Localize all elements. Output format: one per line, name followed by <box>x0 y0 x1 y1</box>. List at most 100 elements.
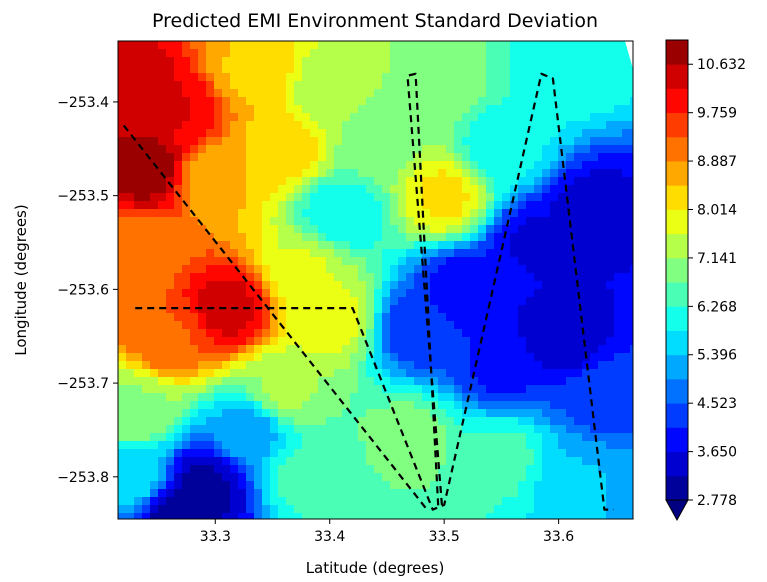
heatmap-cell <box>190 369 199 378</box>
heatmap-cell <box>502 241 511 250</box>
heatmap-cell <box>502 209 511 218</box>
heatmap-cell <box>382 153 391 162</box>
heatmap-cell <box>150 177 159 186</box>
heatmap-cell <box>166 209 175 218</box>
heatmap-cell <box>302 473 311 482</box>
heatmap-cell <box>358 313 367 322</box>
heatmap-cell <box>238 441 247 450</box>
heatmap-cell <box>118 409 127 418</box>
heatmap-cell <box>254 321 263 330</box>
heatmap-cell <box>350 513 359 519</box>
heatmap-cell <box>246 513 255 519</box>
heatmap-cell <box>198 89 207 98</box>
heatmap-cell <box>550 161 559 170</box>
heatmap-cell <box>510 465 519 474</box>
heatmap-cell <box>478 417 487 426</box>
heatmap-cell <box>390 153 399 162</box>
heatmap-cell <box>198 241 207 250</box>
heatmap-cell <box>630 65 633 74</box>
heatmap-cell <box>574 273 583 282</box>
heatmap-cell <box>126 401 135 410</box>
heatmap-cell <box>422 201 431 210</box>
heatmap-cell <box>558 217 567 226</box>
heatmap-cell <box>334 289 343 298</box>
heatmap-cell <box>294 193 303 202</box>
heatmap-cell <box>118 177 127 186</box>
heatmap-cell <box>590 225 599 234</box>
x-tick-label: 33.5 <box>429 529 460 545</box>
heatmap-cell <box>566 281 575 290</box>
heatmap-cell <box>254 169 263 178</box>
heatmap-cell <box>374 425 383 434</box>
heatmap-cell <box>574 465 583 474</box>
heatmap-cell <box>598 361 607 370</box>
heatmap-cell <box>158 281 167 290</box>
heatmap-cell <box>230 41 239 50</box>
heatmap-cell <box>350 329 359 338</box>
heatmap-cell <box>550 321 559 330</box>
heatmap-cell <box>438 393 447 402</box>
heatmap-cell <box>166 57 175 66</box>
heatmap-cell <box>398 465 407 474</box>
heatmap-cell <box>414 233 423 242</box>
heatmap-cell <box>390 185 399 194</box>
heatmap-cell <box>358 385 367 394</box>
heatmap-cell <box>334 145 343 154</box>
heatmap-cell <box>502 249 511 258</box>
heatmap-cell <box>390 177 399 186</box>
heatmap-cell <box>318 425 327 434</box>
heatmap-cell <box>134 329 143 338</box>
heatmap-cell <box>478 233 487 242</box>
heatmap-cell <box>598 305 607 314</box>
heatmap-cell <box>214 513 223 519</box>
heatmap-cell <box>158 65 167 74</box>
heatmap-cell <box>318 97 327 106</box>
heatmap-cell <box>550 497 559 506</box>
heatmap-cell <box>390 265 399 274</box>
heatmap-cell <box>510 353 519 362</box>
heatmap-cell <box>558 233 567 242</box>
heatmap-cell <box>438 177 447 186</box>
colorbar-tick-label: 8.014 <box>697 202 737 218</box>
heatmap-cell <box>622 289 631 298</box>
heatmap-cell <box>198 489 207 498</box>
heatmap-cell <box>406 153 415 162</box>
heatmap-cell <box>142 393 151 402</box>
heatmap-cell <box>254 209 263 218</box>
heatmap-cell <box>150 113 159 122</box>
heatmap-cell <box>406 345 415 354</box>
heatmap-cell <box>454 497 463 506</box>
heatmap-cell <box>270 513 279 519</box>
heatmap-cell <box>614 249 623 258</box>
heatmap-cell <box>422 185 431 194</box>
heatmap-cell <box>222 105 231 114</box>
heatmap-cell <box>222 425 231 434</box>
heatmap-cell <box>550 121 559 130</box>
heatmap-cell <box>574 385 583 394</box>
heatmap-cell <box>462 153 471 162</box>
heatmap-cell <box>606 225 615 234</box>
heatmap-cell <box>326 273 335 282</box>
heatmap-cell <box>334 401 343 410</box>
heatmap-cell <box>598 449 607 458</box>
heatmap-cell <box>382 497 391 506</box>
heatmap-cell <box>406 321 415 330</box>
heatmap-cell <box>414 49 423 58</box>
heatmap-cell <box>462 113 471 122</box>
heatmap-cell <box>166 345 175 354</box>
heatmap-cell <box>454 321 463 330</box>
heatmap-cell <box>126 505 135 514</box>
heatmap-cell <box>166 73 175 82</box>
heatmap-cell <box>318 145 327 154</box>
heatmap-cell <box>398 73 407 82</box>
heatmap-cell <box>118 89 127 98</box>
no-data-region <box>625 41 633 69</box>
heatmap-cell <box>398 369 407 378</box>
heatmap-cell <box>598 337 607 346</box>
heatmap-cell <box>534 265 543 274</box>
heatmap-cell <box>414 393 423 402</box>
heatmap-cell <box>206 145 215 154</box>
heatmap-cell <box>430 329 439 338</box>
heatmap-cell <box>542 377 551 386</box>
heatmap-cell <box>582 377 591 386</box>
